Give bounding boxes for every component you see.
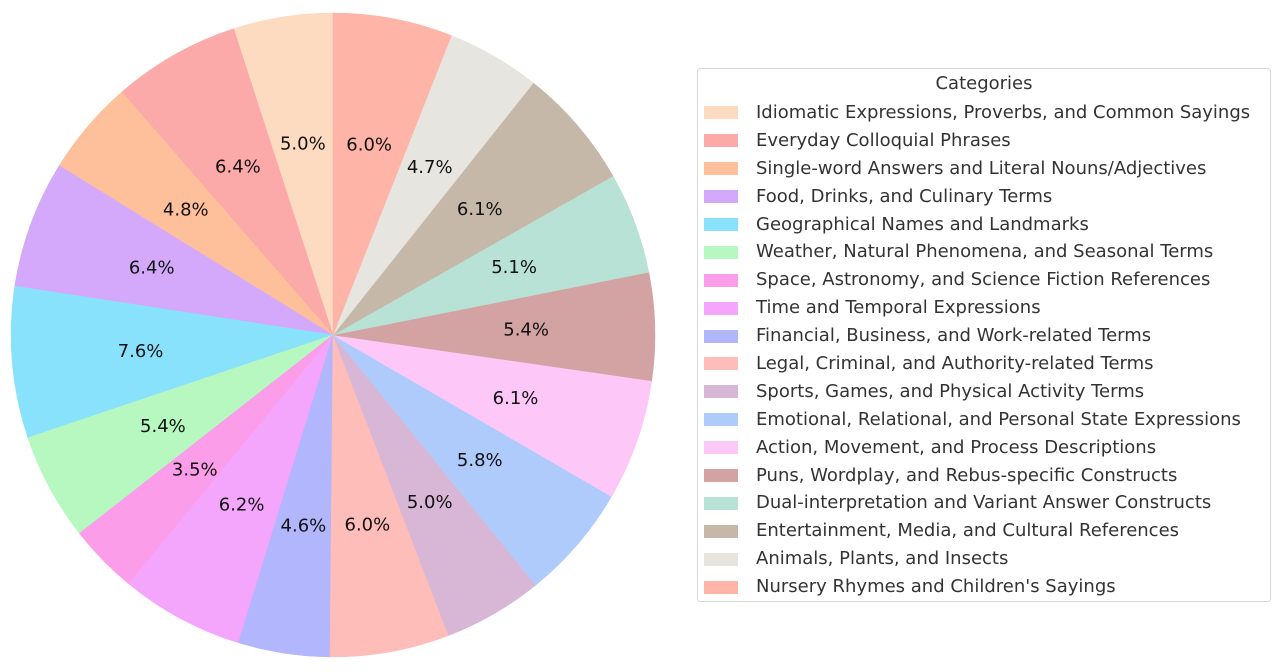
- legend-swatch: [704, 218, 738, 231]
- pie-slice: [329, 334, 449, 658]
- pie-slice: [332, 82, 614, 336]
- legend-label: Everyday Colloquial Phrases: [756, 129, 1011, 151]
- slice-percent-label: 6.2%: [219, 495, 265, 516]
- legend-label: Single-word Answers and Literal Nouns/Ad…: [756, 157, 1207, 179]
- legend-item: Time and Temporal Expressions: [704, 294, 1270, 322]
- legend-swatch: [704, 106, 738, 120]
- pie-slice: [332, 12, 452, 336]
- slice-percent-label: 5.0%: [407, 492, 453, 513]
- legend-item: Sports, Games, and Physical Activity Ter…: [704, 378, 1270, 406]
- legend-swatch: [704, 301, 738, 315]
- pie-slice: [121, 28, 334, 336]
- legend-label: Action, Movement, and Process Descriptio…: [756, 436, 1157, 458]
- legend-swatch: [704, 385, 738, 399]
- legend-item: Financial, Business, and Work-related Te…: [704, 322, 1270, 350]
- legend-label: Idiomatic Expressions, Proverbs, and Com…: [756, 101, 1251, 123]
- pie-slice: [128, 334, 334, 644]
- legend-swatch: [704, 245, 738, 259]
- legend-label: Geographical Names and Landmarks: [756, 213, 1089, 235]
- legend-label: Weather, Natural Phenomena, and Seasonal…: [756, 241, 1214, 263]
- legend-label: Nursery Rhymes and Children's Sayings: [756, 576, 1116, 598]
- legend-label: Financial, Business, and Work-related Te…: [756, 325, 1152, 347]
- legend-item: Animals, Plants, and Insects: [704, 545, 1270, 573]
- slice-percent-label: 5.8%: [457, 450, 503, 471]
- legend-swatch: [704, 580, 738, 594]
- legend-swatch: [704, 524, 738, 538]
- slice-percent-label: 4.6%: [281, 515, 327, 536]
- legend-item: Geographical Names and Landmarks: [704, 211, 1270, 239]
- legend-item: Dual-interpretation and Variant Answer C…: [704, 489, 1270, 517]
- legend-swatch: [704, 469, 738, 483]
- pie-slice: [14, 165, 334, 336]
- legend-item: Nursery Rhymes and Children's Sayings: [704, 573, 1270, 601]
- pie-slices: [10, 12, 656, 658]
- legend-item: Legal, Criminal, and Authority-related T…: [704, 350, 1270, 378]
- legend-item: Idiomatic Expressions, Proverbs, and Com…: [704, 99, 1270, 127]
- slice-percent-label: 5.4%: [140, 416, 186, 437]
- legend-swatch: [704, 273, 738, 287]
- legend-label: Legal, Criminal, and Authority-related T…: [756, 352, 1154, 374]
- legend-item: Puns, Wordplay, and Rebus-specific Const…: [704, 462, 1270, 490]
- pie-slice: [332, 334, 653, 497]
- legend-item: Food, Drinks, and Culinary Terms: [704, 183, 1270, 211]
- legend-label: Food, Drinks, and Culinary Terms: [756, 185, 1053, 207]
- legend-swatch: [704, 496, 738, 510]
- legend-item: Entertainment, Media, and Cultural Refer…: [704, 517, 1270, 545]
- legend-swatch: [704, 329, 738, 343]
- legend-swatch: [704, 357, 738, 371]
- slice-percent-label: 7.6%: [118, 341, 164, 362]
- legend-item: Weather, Natural Phenomena, and Seasonal…: [704, 238, 1270, 266]
- pie-labels: 5.0% 6.4% 4.8% 6.4% 7.6% 5.4% 3.5%6.2% 4.6% 6.0%…: [118, 134, 549, 537]
- slice-percent-label: 5.1%: [491, 257, 537, 278]
- slice-percent-label: 5.4%: [503, 319, 549, 340]
- legend-label: Animals, Plants, and Insects: [756, 548, 1009, 570]
- legend-swatch: [704, 190, 738, 204]
- slice-percent-label: 4.8%: [163, 199, 209, 220]
- legend-label: Time and Temporal Expressions: [756, 297, 1041, 319]
- legend: Categories Idiomatic Expressions, Prover…: [697, 68, 1271, 602]
- legend-swatch: [704, 413, 738, 427]
- pie-chart: 5.0% 6.4% 4.8% 6.4% 7.6% 5.4% 3.5%6.2% 4.6% 6.0%…: [10, 12, 656, 658]
- slice-percent-label: 3.5%: [172, 459, 218, 480]
- legend-item: Emotional, Relational, and Personal Stat…: [704, 406, 1270, 434]
- slice-percent-label: 6.4%: [215, 156, 261, 177]
- pie-slice: [10, 285, 334, 439]
- legend-swatch: [704, 162, 738, 176]
- slice-percent-label: 6.4%: [129, 258, 175, 279]
- slice-percent-label: 6.1%: [493, 388, 539, 409]
- legend-label: Emotional, Relational, and Personal Stat…: [756, 408, 1241, 430]
- slice-percent-label: 4.7%: [407, 157, 453, 178]
- legend-swatch: [704, 552, 738, 566]
- slice-percent-label: 6.0%: [345, 515, 391, 536]
- legend-swatch: [704, 441, 738, 455]
- legend-label: Dual-interpretation and Variant Answer C…: [756, 492, 1212, 514]
- legend-item: Everyday Colloquial Phrases: [704, 127, 1270, 155]
- legend-item: Space, Astronomy, and Science Fiction Re…: [704, 266, 1270, 294]
- slice-percent-label: 6.1%: [457, 199, 503, 220]
- legend-label: Sports, Games, and Physical Activity Ter…: [756, 380, 1145, 402]
- legend-title: Categories: [935, 73, 1033, 94]
- slice-percent-label: 6.0%: [346, 135, 392, 156]
- legend-item: Single-word Answers and Literal Nouns/Ad…: [704, 155, 1270, 183]
- legend-label: Entertainment, Media, and Cultural Refer…: [756, 520, 1180, 542]
- legend-label: Space, Astronomy, and Science Fiction Re…: [756, 269, 1211, 291]
- legend-swatch: [704, 134, 738, 148]
- legend-item: Action, Movement, and Process Descriptio…: [704, 434, 1270, 462]
- slice-percent-label: 5.0%: [280, 134, 326, 155]
- legend-label: Puns, Wordplay, and Rebus-specific Const…: [756, 464, 1178, 486]
- legend-items: Idiomatic Expressions, Proverbs, and Com…: [704, 99, 1270, 601]
